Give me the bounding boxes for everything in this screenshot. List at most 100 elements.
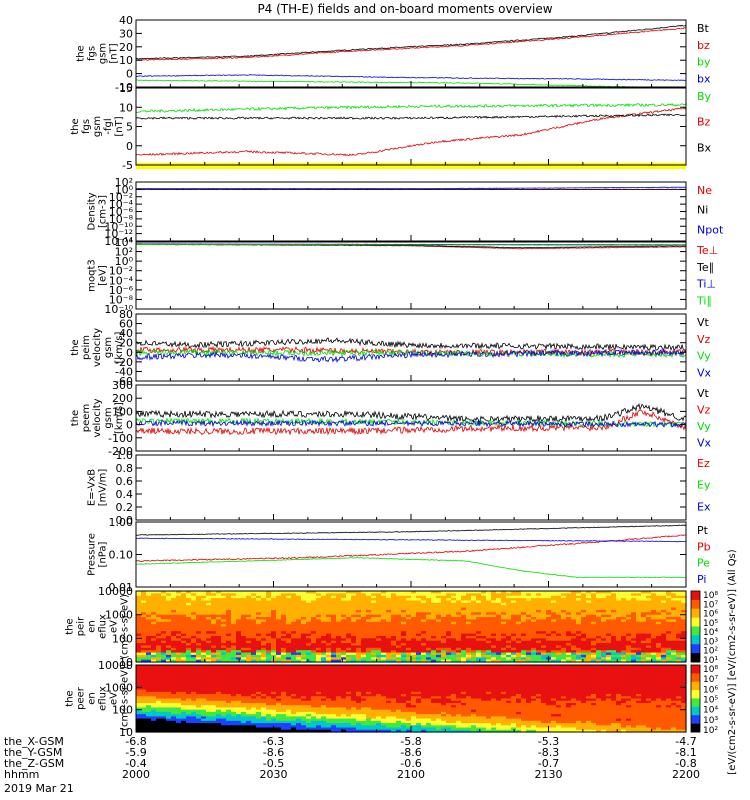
heatmap-cell bbox=[136, 687, 142, 691]
heatmap-cell bbox=[296, 711, 302, 715]
heatmap-cell bbox=[246, 628, 252, 632]
heatmap-cell bbox=[651, 609, 657, 613]
heatmap-cell bbox=[281, 621, 287, 625]
heatmap-cell bbox=[556, 657, 562, 661]
heatmap-cell bbox=[226, 678, 232, 682]
heatmap-cell bbox=[411, 624, 417, 628]
heatmap-cell bbox=[156, 657, 162, 661]
heatmap-cell bbox=[656, 659, 662, 663]
heatmap-cell bbox=[391, 593, 397, 597]
heatmap-cell bbox=[256, 682, 262, 686]
heatmap-cell bbox=[296, 673, 302, 677]
heatmap-cell bbox=[236, 725, 242, 729]
heatmap-cell bbox=[446, 614, 452, 618]
heatmap-cell bbox=[396, 624, 402, 628]
y-tick-label: 10⁻¹² bbox=[104, 228, 133, 241]
heatmap-cell bbox=[646, 624, 652, 628]
heatmap-cell bbox=[196, 691, 202, 695]
heatmap-cell bbox=[476, 617, 482, 620]
heatmap-cell bbox=[206, 689, 212, 693]
heatmap-cell bbox=[486, 614, 492, 618]
heatmap-cell bbox=[261, 709, 267, 713]
heatmap-cell bbox=[196, 607, 202, 611]
heatmap-cell bbox=[621, 650, 627, 654]
heatmap-cell bbox=[286, 621, 292, 625]
heatmap-cell bbox=[531, 643, 537, 647]
heatmap-cell bbox=[326, 700, 332, 704]
heatmap-cell bbox=[216, 609, 222, 613]
heatmap-cell bbox=[606, 647, 612, 651]
heatmap-cell bbox=[666, 659, 672, 663]
heatmap-cell bbox=[481, 631, 487, 635]
heatmap-cell bbox=[471, 633, 477, 637]
heatmap-cell bbox=[286, 612, 292, 616]
heatmap-cell bbox=[436, 647, 442, 651]
heatmap-cell bbox=[166, 669, 172, 673]
heatmap-cell bbox=[446, 640, 452, 644]
heatmap-cell bbox=[286, 598, 292, 602]
heatmap-cell bbox=[331, 665, 337, 668]
heatmap-cell bbox=[341, 652, 347, 656]
heatmap-cell bbox=[656, 598, 662, 602]
heatmap-cell bbox=[331, 671, 337, 675]
heatmap-cell bbox=[141, 602, 147, 606]
heatmap-cell bbox=[401, 626, 407, 630]
heatmap-cell bbox=[311, 718, 317, 722]
heatmap-cell bbox=[661, 633, 667, 637]
heatmap-cell bbox=[346, 614, 352, 618]
heatmap-cell bbox=[336, 669, 342, 673]
heatmap-cell bbox=[291, 624, 297, 628]
heatmap-cell bbox=[421, 633, 427, 637]
heatmap-cell bbox=[326, 628, 332, 632]
heatmap-cell bbox=[216, 640, 222, 644]
heatmap-cell bbox=[431, 621, 437, 625]
heatmap-cell bbox=[281, 609, 287, 613]
heatmap-cell bbox=[411, 638, 417, 642]
heatmap-cell bbox=[511, 650, 517, 654]
heatmap-cell bbox=[311, 673, 317, 677]
heatmap-cell bbox=[281, 643, 287, 647]
heatmap-cell bbox=[406, 607, 412, 611]
heatmap-cell bbox=[286, 624, 292, 628]
heatmap-cell bbox=[351, 628, 357, 632]
heatmap-cell bbox=[576, 635, 582, 639]
heatmap-cell bbox=[551, 650, 557, 654]
y-axis-label-line: peim bbox=[81, 335, 92, 360]
heatmap-cell bbox=[266, 718, 272, 722]
heatmap-cell bbox=[391, 640, 397, 644]
heatmap-cell bbox=[316, 694, 322, 697]
heatmap-cell bbox=[631, 609, 637, 613]
heatmap-cell bbox=[311, 691, 317, 695]
heatmap-cell bbox=[196, 647, 202, 651]
heatmap-cell bbox=[321, 671, 327, 675]
heatmap-cell bbox=[216, 718, 222, 722]
heatmap-cell bbox=[211, 638, 217, 642]
heatmap-cell bbox=[321, 705, 327, 709]
heatmap-cell bbox=[671, 624, 677, 628]
heatmap-cell bbox=[251, 602, 257, 606]
heatmap-cell bbox=[626, 598, 632, 602]
heatmap-cell bbox=[171, 654, 177, 658]
heatmap-cell bbox=[541, 621, 547, 625]
heatmap-cell bbox=[386, 602, 392, 606]
heatmap-cell bbox=[406, 593, 412, 597]
heatmap-cell bbox=[196, 640, 202, 644]
heatmap-cell bbox=[636, 602, 642, 606]
heatmap-cell bbox=[191, 614, 197, 618]
heatmap-cell bbox=[181, 720, 187, 724]
heatmap-cell bbox=[171, 657, 177, 661]
heatmap-cell bbox=[316, 652, 322, 656]
heatmap-cell bbox=[586, 595, 592, 599]
heatmap-cell bbox=[211, 698, 217, 702]
heatmap-cell bbox=[436, 640, 442, 644]
heatmap-cell bbox=[216, 673, 222, 677]
y-axis-label: the peem velocity gsm [km/s] bbox=[70, 398, 125, 437]
heatmap-cell bbox=[256, 702, 262, 706]
y-tick-label: 10 bbox=[119, 54, 133, 67]
heatmap-cell bbox=[446, 600, 452, 604]
heatmap-cell bbox=[231, 609, 237, 613]
heatmap-cell bbox=[501, 628, 507, 632]
heatmap-cell bbox=[476, 638, 482, 642]
legend-Ey: Ey bbox=[697, 479, 711, 492]
heatmap-cell bbox=[141, 687, 147, 691]
